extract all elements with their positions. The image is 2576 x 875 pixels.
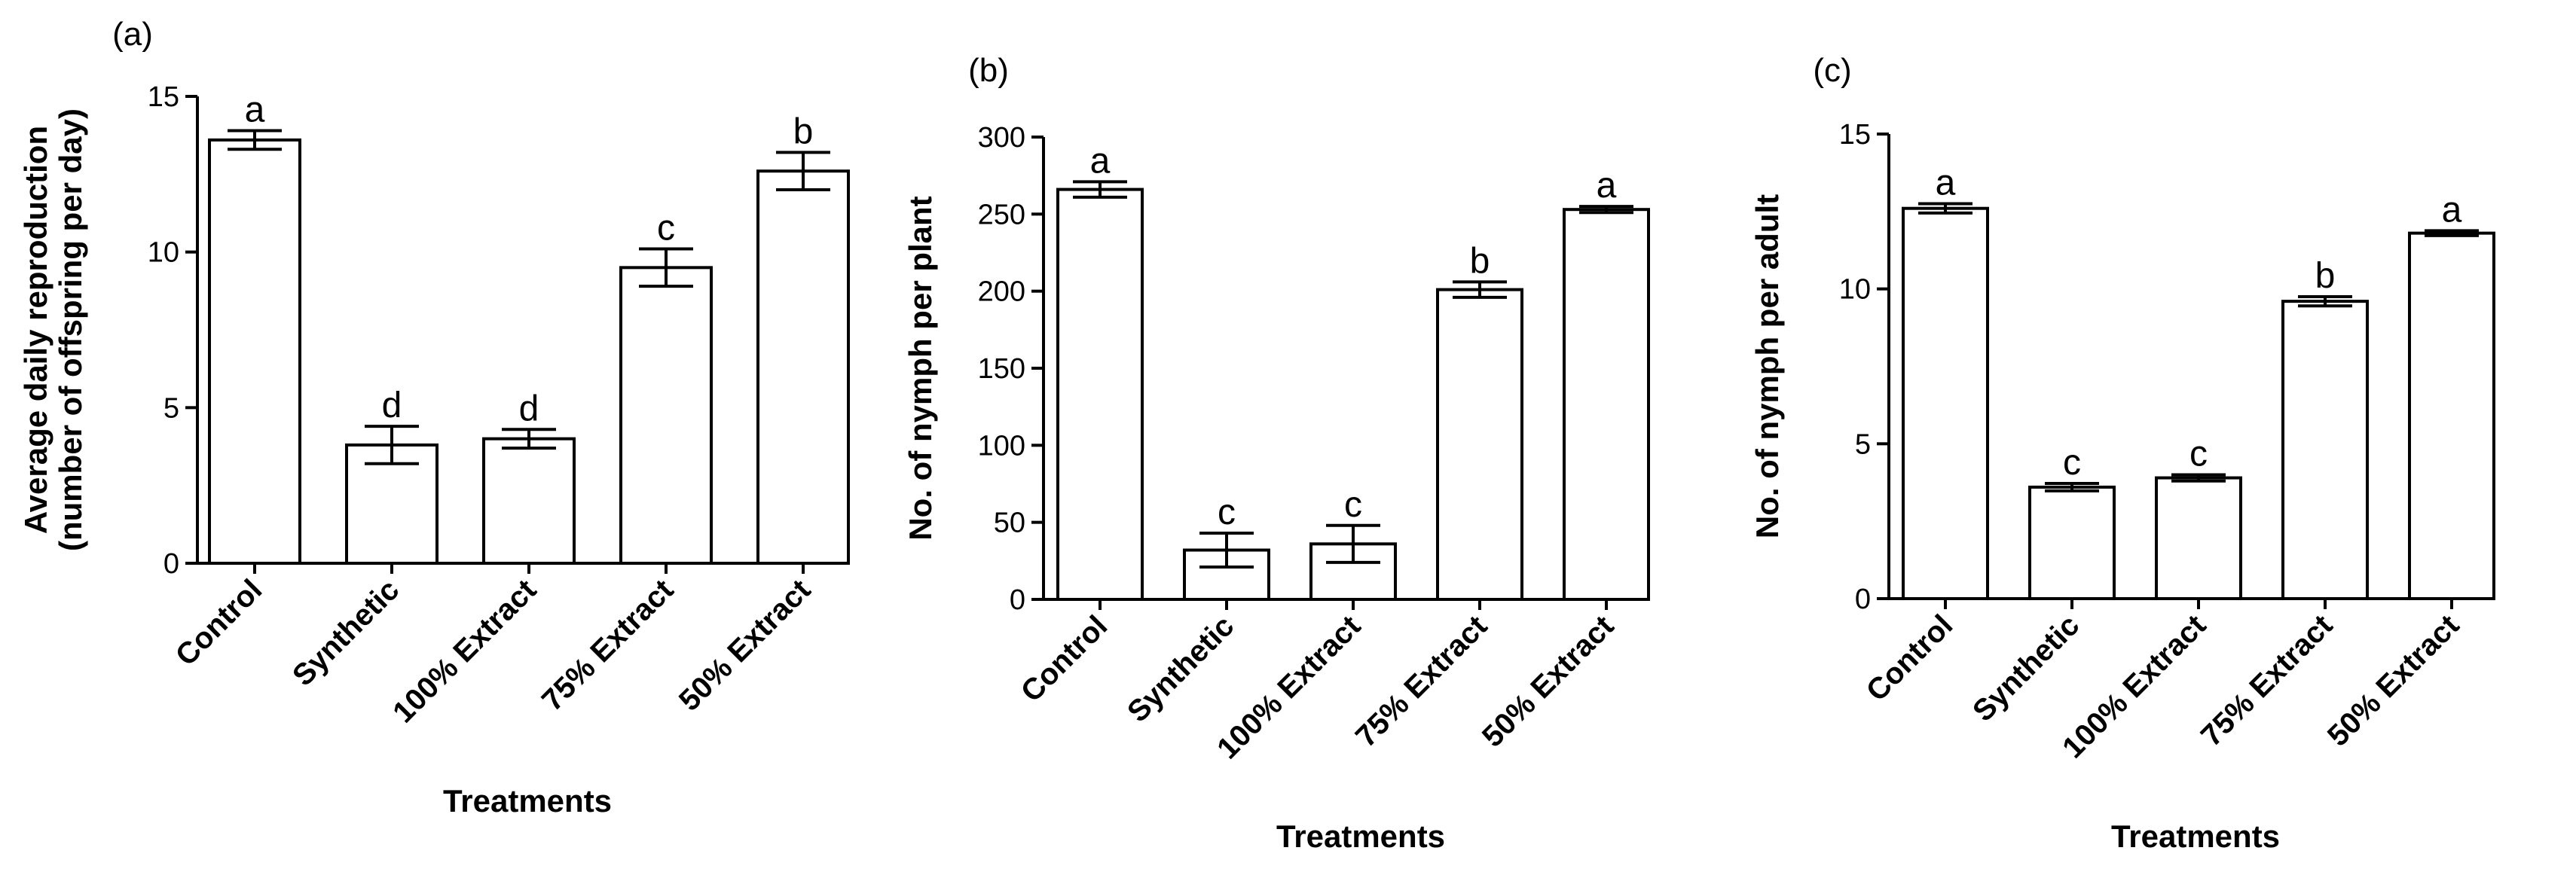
panel-label: (c) bbox=[1813, 52, 1851, 89]
x-category-label: 75% Extract bbox=[536, 573, 680, 717]
x-axis-title: Treatments bbox=[443, 783, 612, 819]
x-category-label: Synthetic bbox=[286, 573, 405, 692]
error-bar bbox=[2425, 229, 2479, 237]
error-bar bbox=[1918, 202, 1972, 215]
bar-75-extract bbox=[619, 266, 713, 565]
significance-letter: d bbox=[519, 389, 539, 428]
error-bar bbox=[776, 151, 830, 191]
x-category-label: Synthetic bbox=[1121, 609, 1240, 728]
y-axis-title-line1: Average daily reproduction bbox=[18, 126, 53, 534]
bar-control bbox=[1902, 206, 1989, 601]
error-bar bbox=[1326, 523, 1380, 564]
y-tick-label: 5 bbox=[163, 392, 179, 424]
significance-letter: a bbox=[245, 90, 265, 130]
error-bar bbox=[365, 425, 419, 465]
error-bar bbox=[1453, 280, 1507, 299]
x-category-label: 50% Extract bbox=[1476, 609, 1620, 753]
y-tick-label: 100 bbox=[978, 430, 1025, 462]
error-bar bbox=[502, 428, 556, 450]
y-axis-title: No. of nymph per plant bbox=[903, 196, 938, 540]
error-bar bbox=[2298, 294, 2352, 308]
panel-label: (a) bbox=[112, 16, 153, 53]
x-category-label: 75% Extract bbox=[1349, 609, 1493, 753]
x-category-label: Control bbox=[170, 573, 269, 672]
bar-100-extract bbox=[2155, 476, 2242, 601]
y-tick-label: 200 bbox=[978, 276, 1025, 308]
bar-100-extract bbox=[482, 437, 576, 566]
y-tick-label: 150 bbox=[978, 353, 1025, 385]
chart-panel-a: (a) 0 5 10 15 a Control d Synthetic d 100% Extract… bbox=[18, 16, 850, 819]
error-bar bbox=[1073, 180, 1127, 199]
y-tick-label: 10 bbox=[148, 237, 179, 269]
x-category-label: Control bbox=[1015, 609, 1114, 709]
significance-letter: a bbox=[1936, 163, 1956, 203]
x-category-label: 50% Extract bbox=[2321, 608, 2465, 752]
y-tick-label: 50 bbox=[994, 508, 1025, 539]
significance-letter: a bbox=[2442, 190, 2462, 230]
bar-50-extract bbox=[1563, 208, 1650, 601]
bar-50-extract bbox=[756, 169, 850, 565]
bar-50-extract bbox=[2408, 231, 2495, 600]
significance-letter: d bbox=[382, 386, 402, 425]
bar-75-extract bbox=[1436, 288, 1523, 601]
bar-control bbox=[1056, 188, 1144, 601]
error-bar bbox=[2171, 473, 2226, 483]
error-bar bbox=[228, 129, 282, 151]
y-tick-label: 300 bbox=[978, 122, 1025, 154]
bar-control bbox=[208, 138, 301, 566]
significance-letter: a bbox=[1090, 141, 1111, 181]
significance-letter: c bbox=[657, 209, 675, 248]
y-axis-title-line2: (number of offspring per day) bbox=[53, 108, 88, 551]
significance-letter: c bbox=[2189, 434, 2208, 474]
panel-label: (b) bbox=[968, 52, 1009, 89]
error-bar bbox=[639, 247, 693, 288]
chart-panel-b: (b) 0 50 100 150 200 250 300 a Control c Synthetic c… bbox=[903, 52, 1650, 854]
x-category-label: 50% Extract bbox=[673, 573, 817, 717]
x-category-label: 75% Extract bbox=[2195, 608, 2339, 752]
y-tick-label: 5 bbox=[1855, 428, 1871, 460]
y-tick-label: 0 bbox=[1010, 584, 1025, 616]
y-tick-label: 15 bbox=[1839, 119, 1871, 151]
significance-letter: b bbox=[793, 111, 814, 151]
error-bar bbox=[1199, 531, 1254, 569]
significance-letter: a bbox=[1597, 166, 1617, 206]
significance-letter: c bbox=[2063, 443, 2081, 483]
error-bar bbox=[1579, 205, 1633, 215]
error-bar bbox=[2045, 481, 2099, 492]
significance-letter: b bbox=[1470, 241, 1490, 281]
x-category-label: Control bbox=[1860, 608, 1960, 708]
y-tick-label: 10 bbox=[1839, 274, 1871, 306]
y-tick-label: 0 bbox=[1855, 584, 1871, 615]
x-axis-title: Treatments bbox=[2111, 819, 2280, 854]
x-axis-title: Treatments bbox=[1276, 819, 1445, 854]
y-axis-title: No. of nymph per adult bbox=[1749, 194, 1785, 538]
significance-letter: c bbox=[1344, 485, 1362, 525]
bar-synthetic bbox=[2028, 485, 2116, 600]
x-category-label: 100% Extract bbox=[387, 573, 542, 729]
x-category-label: Synthetic bbox=[1966, 608, 2086, 727]
y-tick-label: 0 bbox=[163, 548, 179, 580]
bar-75-extract bbox=[2281, 300, 2369, 600]
y-tick-label: 15 bbox=[148, 81, 179, 113]
y-tick-label: 250 bbox=[978, 199, 1025, 230]
significance-letter: c bbox=[1218, 492, 1236, 532]
significance-letter: b bbox=[2315, 256, 2336, 296]
